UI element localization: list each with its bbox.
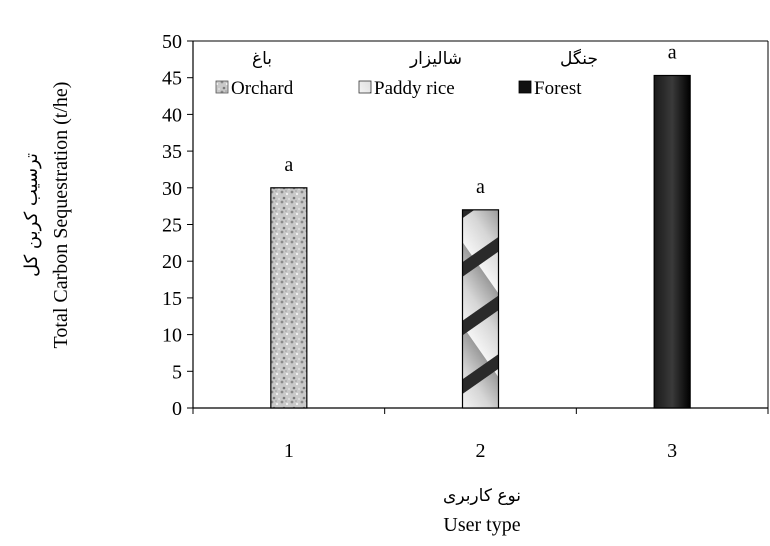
legend-label-orchard: Orchard [231,78,294,99]
x-tick-label: 1 [284,440,294,462]
bar-forest [653,74,691,409]
x-axis-title: User type [443,514,520,536]
bar-data-label: a [668,41,677,63]
axes: 0 5 10 15 20 25 30 35 40 45 50 1 2 3 [162,31,769,462]
y-tick-label: 35 [162,141,182,163]
y-tick-label: 5 [172,361,182,383]
y-axis-title-fa: ترسیب کربن کل [21,153,42,277]
legend-swatch-orchard [215,80,229,94]
y-tick-label: 0 [172,398,182,420]
legend: باغ Orchard شالیزار Paddy rice جنگل Fore… [215,48,598,99]
x-axis-title-fa: نوع کاربری [443,486,521,506]
y-axis-title: Total Carbon Sequestration (t/he) [50,82,72,349]
legend-label-fa-forest: جنگل [560,48,598,69]
y-tick-label: 30 [162,178,182,200]
bar-data-label: a [284,154,293,176]
x-tick-label: 2 [476,440,486,462]
y-tick-label: 45 [162,68,182,90]
bars [270,74,691,409]
legend-label-forest: Forest [534,78,582,99]
legend-label-fa-paddy: شالیزار [409,49,462,69]
y-tick-label: 10 [162,325,182,347]
legend-label-fa-orchard: باغ [252,49,272,69]
bar-paddy-rice [461,209,500,409]
y-tick-label: 25 [162,215,182,237]
legend-label-paddy: Paddy rice [374,78,455,99]
legend-swatch-paddy [358,80,372,94]
y-tick-label: 50 [162,31,182,53]
bar-orchard [270,187,308,409]
bar-labels: a a a [284,41,676,197]
y-tick-label: 20 [162,251,182,273]
y-tick-label: 15 [162,288,182,310]
legend-swatch-forest [518,80,532,94]
x-tick-label: 3 [667,440,677,462]
bar-data-label: a [476,176,485,198]
y-tick-label: 40 [162,104,182,126]
